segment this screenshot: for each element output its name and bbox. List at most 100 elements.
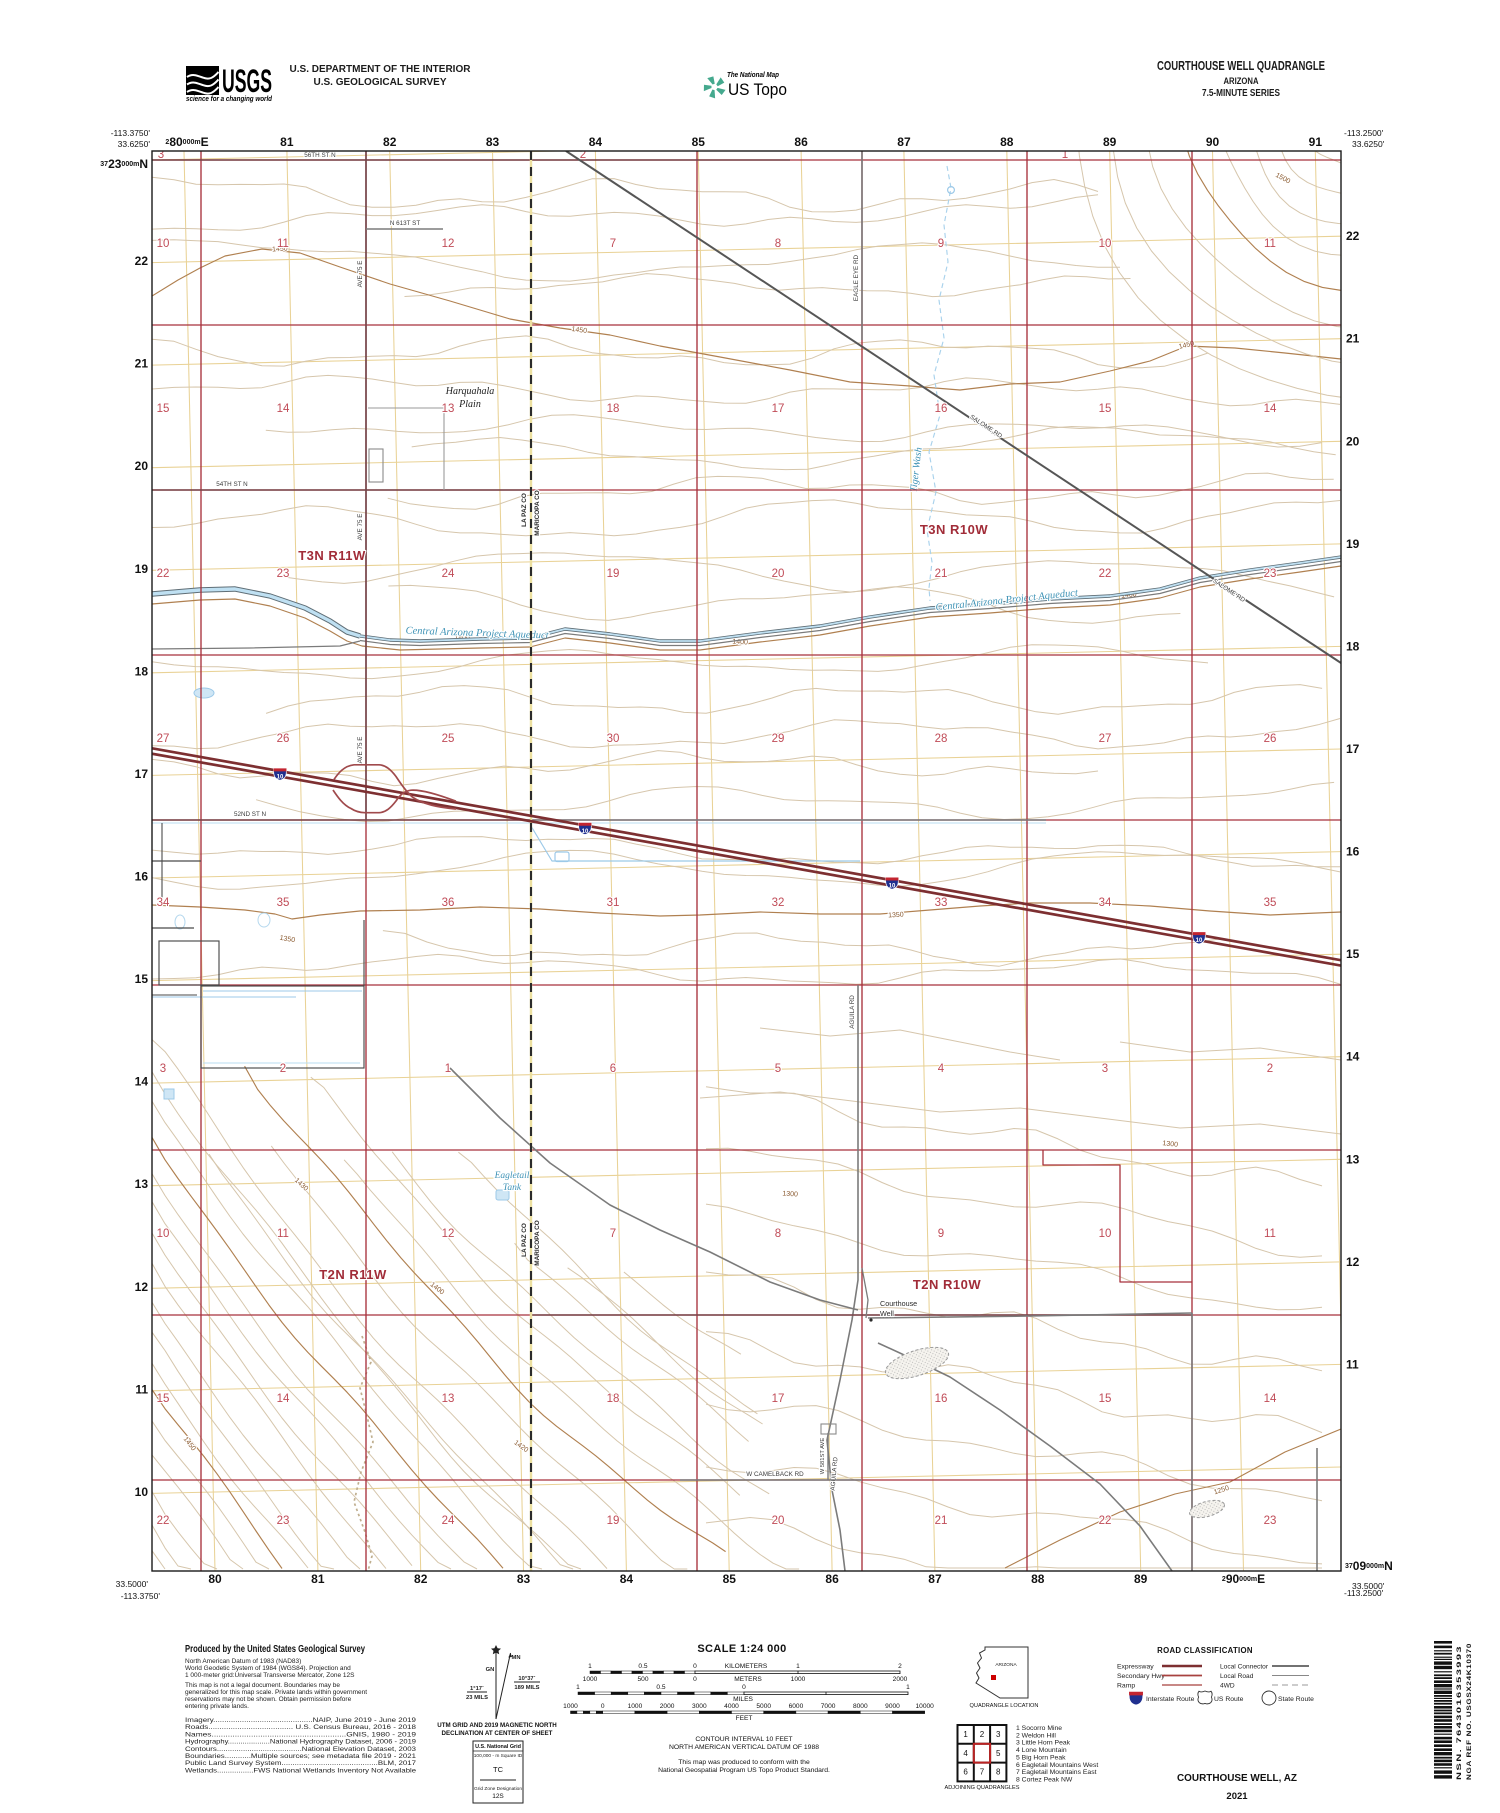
svg-text:NORTH AMERICAN VERTICAL DATUM: NORTH AMERICAN VERTICAL DATUM OF 1988: [669, 1744, 819, 1751]
svg-text:Secondary Hwy: Secondary Hwy: [1117, 1673, 1165, 1680]
svg-text:1000: 1000: [628, 1703, 643, 1710]
svg-text:8 Cortez Peak NW: 8 Cortez Peak NW: [1016, 1776, 1073, 1783]
svg-text:NGA REF NO. USGSX24K10370: NGA REF NO. USGSX24K10370: [1466, 1643, 1473, 1780]
svg-text:SCALE 1:24 000: SCALE 1:24 000: [697, 1643, 786, 1655]
svg-text:24: 24: [442, 568, 455, 580]
svg-text:Public Land Survey System..: Public Land Survey System...............…: [185, 1760, 416, 1767]
svg-text:0: 0: [601, 1703, 605, 1710]
svg-text:33.5000': 33.5000': [1352, 1581, 1385, 1591]
svg-text:189 MILS: 189 MILS: [514, 1685, 539, 1691]
svg-text:3: 3: [996, 1730, 1001, 1739]
svg-text:100,000 - m Square ID: 100,000 - m Square ID: [474, 1753, 523, 1759]
svg-text:entering private lands.: entering private lands.: [185, 1703, 249, 1710]
svg-text:22: 22: [157, 1515, 170, 1527]
svg-text:16: 16: [935, 1393, 948, 1405]
svg-text:Well: Well: [880, 1309, 894, 1318]
svg-text:MN: MN: [511, 1655, 520, 1661]
svg-text:3 Little Horn Peak: 3 Little Horn Peak: [1016, 1740, 1071, 1747]
svg-text:25: 25: [442, 733, 455, 745]
svg-text:T3N R10W: T3N R10W: [920, 522, 989, 537]
svg-text:10: 10: [157, 1228, 170, 1240]
svg-text:7: 7: [980, 1768, 985, 1777]
svg-text:88: 88: [1000, 135, 1014, 149]
svg-text:2000: 2000: [893, 1676, 908, 1683]
svg-text:6 Eagletail Mountains West: 6 Eagletail Mountains West: [1016, 1762, 1098, 1769]
svg-text:21: 21: [1346, 332, 1360, 346]
svg-text:33.6250': 33.6250': [118, 139, 151, 149]
svg-text:34: 34: [157, 897, 170, 909]
svg-text:U.S. National Grid: U.S. National Grid: [475, 1744, 521, 1750]
svg-text:32: 32: [772, 897, 785, 909]
svg-text:2: 2: [980, 1730, 985, 1739]
svg-text:ADJOINING QUADRANGLES: ADJOINING QUADRANGLES: [945, 1785, 1020, 1791]
svg-text:26: 26: [1264, 733, 1277, 745]
svg-text:56TH ST N: 56TH ST N: [304, 152, 336, 159]
svg-text:18: 18: [1346, 639, 1360, 653]
svg-text:Interstate Route: Interstate Route: [1146, 1696, 1195, 1703]
svg-text:1 Socorro Mine: 1 Socorro Mine: [1016, 1725, 1062, 1732]
svg-text:1: 1: [906, 1684, 910, 1691]
svg-text:82: 82: [414, 1572, 428, 1586]
svg-text:17: 17: [1346, 742, 1360, 756]
svg-text:0: 0: [742, 1684, 746, 1691]
svg-text:State Route: State Route: [1278, 1696, 1314, 1703]
svg-text:7 Eagletail Mountains East: 7 Eagletail Mountains East: [1016, 1769, 1097, 1776]
svg-text:20: 20: [135, 459, 149, 473]
svg-text:3: 3: [1102, 1063, 1108, 1075]
svg-text:Tank: Tank: [503, 1183, 522, 1193]
svg-text:GN: GN: [486, 1667, 495, 1673]
svg-text:20: 20: [772, 1515, 785, 1527]
svg-text:10: 10: [277, 774, 284, 780]
svg-text:16: 16: [1346, 845, 1360, 859]
svg-text:15: 15: [1346, 947, 1360, 961]
svg-text:89: 89: [1103, 135, 1117, 149]
svg-text:science for a changing world: science for a changing world: [186, 94, 272, 103]
svg-text:8: 8: [996, 1768, 1001, 1777]
svg-text:3723000mN: 3723000mN: [100, 157, 148, 171]
svg-text:17: 17: [772, 403, 785, 415]
svg-text:4: 4: [938, 1063, 945, 1075]
svg-text:11: 11: [1264, 1228, 1276, 1240]
svg-text:Hydrography...................: Hydrography....................National …: [185, 1739, 416, 1746]
svg-text:North American Datum of 1983 (: North American Datum of 1983 (NAD83): [185, 1658, 301, 1665]
svg-text:CONTOUR INTERVAL 10 FEET: CONTOUR INTERVAL 10 FEET: [695, 1736, 792, 1743]
svg-text:-113.2500': -113.2500': [1344, 128, 1384, 138]
svg-text:11: 11: [135, 1382, 148, 1396]
svg-text:91: 91: [1309, 135, 1323, 149]
svg-text:88: 88: [1031, 1572, 1045, 1586]
svg-text:Local Connector: Local Connector: [1220, 1664, 1269, 1671]
svg-text:UTM GRID AND 2019 MAGNETIC NOR: UTM GRID AND 2019 MAGNETIC NORTH: [437, 1722, 557, 1729]
svg-text:MILES: MILES: [733, 1696, 753, 1703]
svg-text:10: 10: [157, 238, 170, 250]
svg-text:1: 1: [1062, 149, 1068, 161]
svg-text:33.5000': 33.5000': [116, 1579, 149, 1589]
svg-text:METERS: METERS: [734, 1676, 762, 1683]
svg-text:-113.3750': -113.3750': [111, 128, 151, 138]
svg-text:7000: 7000: [821, 1703, 836, 1710]
svg-text:1: 1: [445, 1063, 451, 1075]
svg-text:ARIZONA: ARIZONA: [995, 1662, 1017, 1668]
svg-text:W 581ST AVE: W 581ST AVE: [820, 1438, 826, 1475]
svg-text:26: 26: [277, 733, 290, 745]
svg-text:13: 13: [442, 403, 455, 415]
svg-text:COURTHOUSE WELL QUADRANGLE: COURTHOUSE WELL QUADRANGLE: [1157, 58, 1325, 73]
svg-text:19: 19: [135, 562, 149, 576]
svg-text:2: 2: [580, 149, 586, 161]
svg-text:14: 14: [277, 403, 290, 415]
svg-text:28: 28: [935, 733, 948, 745]
svg-text:20: 20: [1346, 434, 1360, 448]
svg-text:10: 10: [1099, 238, 1112, 250]
svg-text:Harquahala: Harquahala: [445, 386, 495, 397]
svg-text:14: 14: [135, 1075, 149, 1089]
svg-text:10000: 10000: [916, 1703, 935, 1710]
svg-text:10: 10: [889, 883, 896, 889]
svg-text:22: 22: [1346, 229, 1360, 243]
svg-text:86: 86: [794, 135, 808, 149]
svg-text:33: 33: [935, 897, 948, 909]
svg-text:World Geodetic System of 1984: World Geodetic System of 1984 (WGS84). P…: [185, 1665, 351, 1672]
svg-text:8000: 8000: [853, 1703, 868, 1710]
svg-text:The National Map: The National Map: [727, 70, 780, 79]
svg-text:11: 11: [1346, 1357, 1359, 1371]
svg-text:12: 12: [1346, 1255, 1360, 1269]
svg-text:14: 14: [1264, 403, 1277, 415]
